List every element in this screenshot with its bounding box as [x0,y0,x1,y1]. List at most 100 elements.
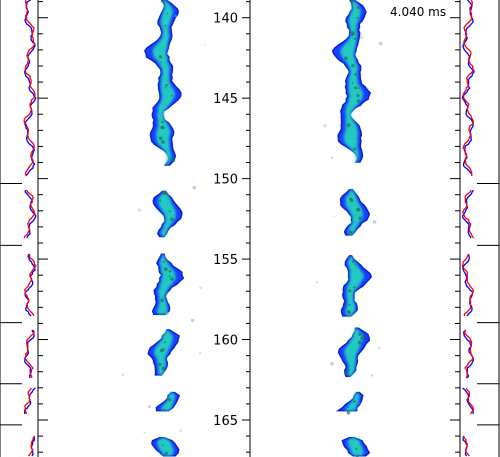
jet-speck [355,447,358,450]
jet-speck [168,269,172,273]
droplet [372,220,377,224]
droplet [335,7,338,9]
jet-speck [160,298,164,303]
jet-blob-core [345,189,364,235]
droplet [371,374,374,377]
droplet [323,123,327,128]
jet-speck [168,275,171,278]
jet-speck [158,362,162,366]
jet-speck [170,94,173,97]
jet-blob-core [344,392,360,411]
right-profile-panel [450,0,500,457]
droplet [359,106,362,108]
jet-speck [164,341,167,344]
jet-speck [357,340,362,345]
jet-speck [356,6,360,10]
jet-speck [353,147,357,151]
jet-speck [166,1,168,4]
jet-speck [160,313,163,316]
jet-speck [346,411,351,415]
droplet [366,330,368,332]
time-label: 4.040 ms [390,5,446,19]
jet-speck [164,87,167,89]
jet-speck [352,260,355,263]
jet-speck [164,24,167,27]
jet-speck [164,451,168,455]
jet-speck [170,277,174,281]
jet-blob-core [340,0,364,162]
jet-speck [159,199,162,202]
y-tick-label: 140 [213,12,238,27]
jet-speck [161,348,165,352]
jet-speck [158,136,163,141]
y-tick-label: 155 [213,253,238,268]
jet-blob-core [345,255,364,316]
jet-blob-core [161,392,176,411]
spray-image-right [315,0,383,457]
jet-speck [346,123,351,128]
y-tick-label: 150 [213,173,238,188]
jet-speck [356,94,360,98]
y-tick-label: 160 [213,334,238,349]
jet-speck [353,37,357,40]
droplet [330,362,334,366]
droplet [199,351,202,355]
jet-speck [163,408,166,411]
droplet [192,185,197,190]
jet-blob-core [152,0,175,165]
jet-speck [357,158,361,161]
jet-speck [347,368,350,372]
droplet [164,21,168,24]
droplet [137,208,142,213]
jet-speck [350,0,355,3]
jet-speck [348,289,352,293]
jet-speck [344,371,349,375]
jet-speck [166,12,168,15]
jet-speck [354,73,357,76]
droplet [178,429,182,433]
droplet [148,405,151,409]
jet-speck [344,56,348,61]
jet-speck [351,63,355,68]
jet-speck [161,444,164,447]
center-axis: 140 145 150 155 160 165 [213,0,251,457]
droplet [143,431,146,434]
profile-trace-red [23,0,37,457]
jet-speck [348,230,353,235]
jet-speck [171,158,176,163]
droplet [199,286,203,290]
jet-speck [353,400,356,403]
jet-blob-core [344,328,364,377]
droplet [359,403,361,405]
droplet [190,318,195,323]
jet-speck [163,267,168,272]
jet-speck [161,120,164,124]
jet-speck [158,55,163,59]
spray-image-left [121,0,207,457]
jet-speck [351,82,354,84]
jet-speck [358,216,363,221]
jet-speck [356,207,361,212]
jet-speck [161,125,165,130]
droplet [333,215,336,218]
y-tick-label: 165 [213,414,238,429]
jet-speck [353,286,356,289]
jet-speck [357,87,360,90]
jet-speck [161,140,165,144]
jet-speck [168,210,171,213]
droplet [377,347,381,350]
jet-speck [358,332,362,336]
jet-speck [356,17,359,19]
droplet [379,41,383,46]
profile-trace-blue [23,0,37,457]
droplet [359,35,364,40]
droplet [183,223,185,225]
jet-speck [163,191,168,195]
jet-speck [354,263,357,266]
jet-speck [347,406,350,409]
y-tick-label: 145 [213,92,238,107]
jet-speck [360,336,365,341]
droplet [330,156,334,159]
jet-speck [356,99,361,103]
droplet [121,373,124,376]
